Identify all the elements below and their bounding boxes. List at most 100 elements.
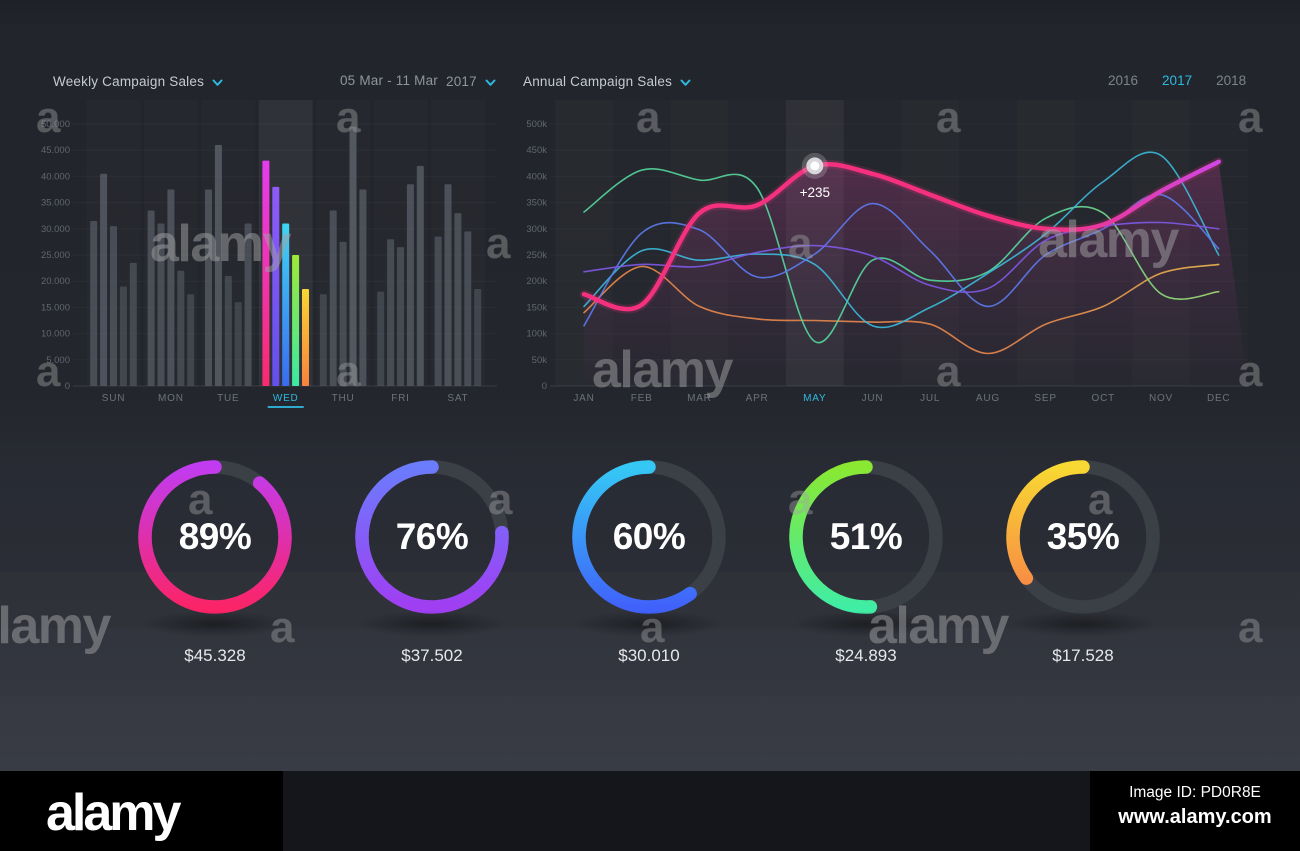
weekly-chart-title[interactable]: Weekly Campaign Sales [53, 74, 205, 89]
bar [187, 294, 195, 386]
donut-percent: 60% [612, 516, 686, 557]
bar [205, 189, 212, 386]
date-range-label[interactable]: 05 Mar - 11 Mar [339, 73, 438, 88]
bar [157, 223, 165, 386]
bar [90, 220, 98, 386]
bar [147, 210, 155, 386]
svg-text:50k: 50k [532, 355, 548, 366]
weekly-bar-chart: 50.000 45.000 40.000 35.000 30.000 25.000 20.0… [41, 100, 497, 408]
svg-text:20.000: 20.000 [41, 276, 70, 287]
donut-gauge-2: 76% $37.502 [348, 453, 516, 683]
highlight-bar [302, 289, 309, 386]
highlight-bar [272, 186, 280, 386]
bar [234, 302, 242, 386]
line-series-cyan [583, 151, 1220, 329]
watermark-logo: alamy [0, 597, 111, 655]
donut-shadow [357, 611, 507, 637]
footer-left-block: alamy [0, 771, 283, 851]
website-label: www.alamy.com [1118, 806, 1272, 828]
svg-text:250k: 250k [526, 250, 547, 261]
bar [397, 247, 404, 386]
svg-text:25.000: 25.000 [41, 250, 70, 261]
donut-shadow [140, 611, 290, 637]
bar [406, 184, 414, 386]
weekly-chart-header: Weekly Campaign Sales [53, 73, 223, 90]
year-tab-2017[interactable]: 2017 [1162, 73, 1193, 88]
donut-percent: 89% [178, 516, 252, 557]
day-label: SAT [447, 393, 468, 404]
annual-chart-title[interactable]: Annual Campaign Sales [523, 74, 673, 89]
svg-text:10.000: 10.000 [41, 329, 70, 340]
bar [416, 165, 424, 386]
data-point-marker[interactable] [801, 152, 828, 179]
donut-ring [1006, 460, 1160, 614]
bar [349, 126, 357, 387]
donut-percent: 51% [829, 516, 903, 557]
svg-text:30.000: 30.000 [41, 224, 70, 235]
svg-text:400k: 400k [526, 171, 547, 182]
annual-line-chart: 500k 450k 400k 350k 300k 250k 200k 150k 100k 50k 0… [526, 100, 1248, 404]
alamy-logo: alamy [46, 784, 181, 842]
svg-text:45.000: 45.000 [41, 145, 70, 156]
year-label[interactable]: 2017 [446, 74, 477, 89]
chevron-down-icon[interactable] [212, 75, 223, 90]
donut-amount: $17.528 [1052, 646, 1114, 665]
bar [359, 189, 367, 386]
year-tab-2018[interactable]: 2018 [1216, 73, 1247, 88]
donut-gauge-5: 35% $17.528 [999, 453, 1167, 683]
month-label: JUL [920, 393, 940, 404]
line-series-green [583, 168, 1220, 344]
bar [387, 239, 395, 386]
donut-arc [138, 460, 292, 614]
donut-arc [789, 460, 878, 614]
bar [464, 231, 472, 386]
image-id-label: Image ID: PD0R8E [1129, 784, 1261, 801]
svg-text:300k: 300k [526, 224, 547, 235]
bar [454, 213, 462, 386]
chevron-down-icon[interactable] [680, 75, 691, 90]
month-label: OCT [1092, 393, 1116, 404]
weekly-year-selector: 2017 [446, 73, 496, 90]
bar [339, 241, 347, 386]
bar [119, 286, 127, 386]
svg-text:15.000: 15.000 [41, 302, 70, 313]
svg-text:5.000: 5.000 [46, 355, 70, 366]
month-label: APR [746, 393, 769, 404]
month-label: SEP [1034, 393, 1056, 404]
line-series-primary [581, 159, 1221, 312]
day-label: TUE [217, 393, 239, 404]
highlight-bar [292, 255, 300, 386]
bar [100, 173, 108, 386]
bar [224, 275, 232, 386]
bar [214, 144, 222, 386]
month-label: JUN [862, 393, 884, 404]
bar [444, 184, 452, 386]
weekly-date-range: 05 Mar - 11 Mar [330, 73, 438, 88]
bar [434, 236, 442, 386]
year-tab-2016[interactable]: 2016 [1108, 73, 1139, 88]
highlight-underline [267, 406, 304, 408]
bar [377, 291, 385, 386]
bar [177, 270, 185, 386]
day-label: FRI [391, 393, 410, 404]
svg-text:450k: 450k [526, 145, 547, 156]
bar [129, 262, 137, 386]
month-label: FEB [631, 393, 653, 404]
svg-text:0: 0 [65, 381, 70, 392]
donut-percent: 35% [1046, 516, 1120, 557]
donut-amount: $24.893 [835, 646, 897, 665]
svg-text:200k: 200k [526, 276, 547, 287]
day-label: SUN [102, 393, 126, 404]
day-label: MON [158, 393, 184, 404]
donut-ring [138, 460, 292, 614]
bar [329, 210, 337, 386]
bar [244, 223, 252, 386]
charts-canvas: 50.000 45.000 40.000 35.000 30.000 25.000 20.0… [41, 100, 1248, 408]
day-label: THU [332, 393, 355, 404]
svg-text:35.000: 35.000 [41, 198, 70, 209]
donut-arc [1006, 460, 1090, 585]
donut-ring [572, 460, 726, 614]
chevron-down-icon[interactable] [485, 75, 496, 90]
donut-gauge-3: 60% $30.010 [565, 453, 733, 683]
